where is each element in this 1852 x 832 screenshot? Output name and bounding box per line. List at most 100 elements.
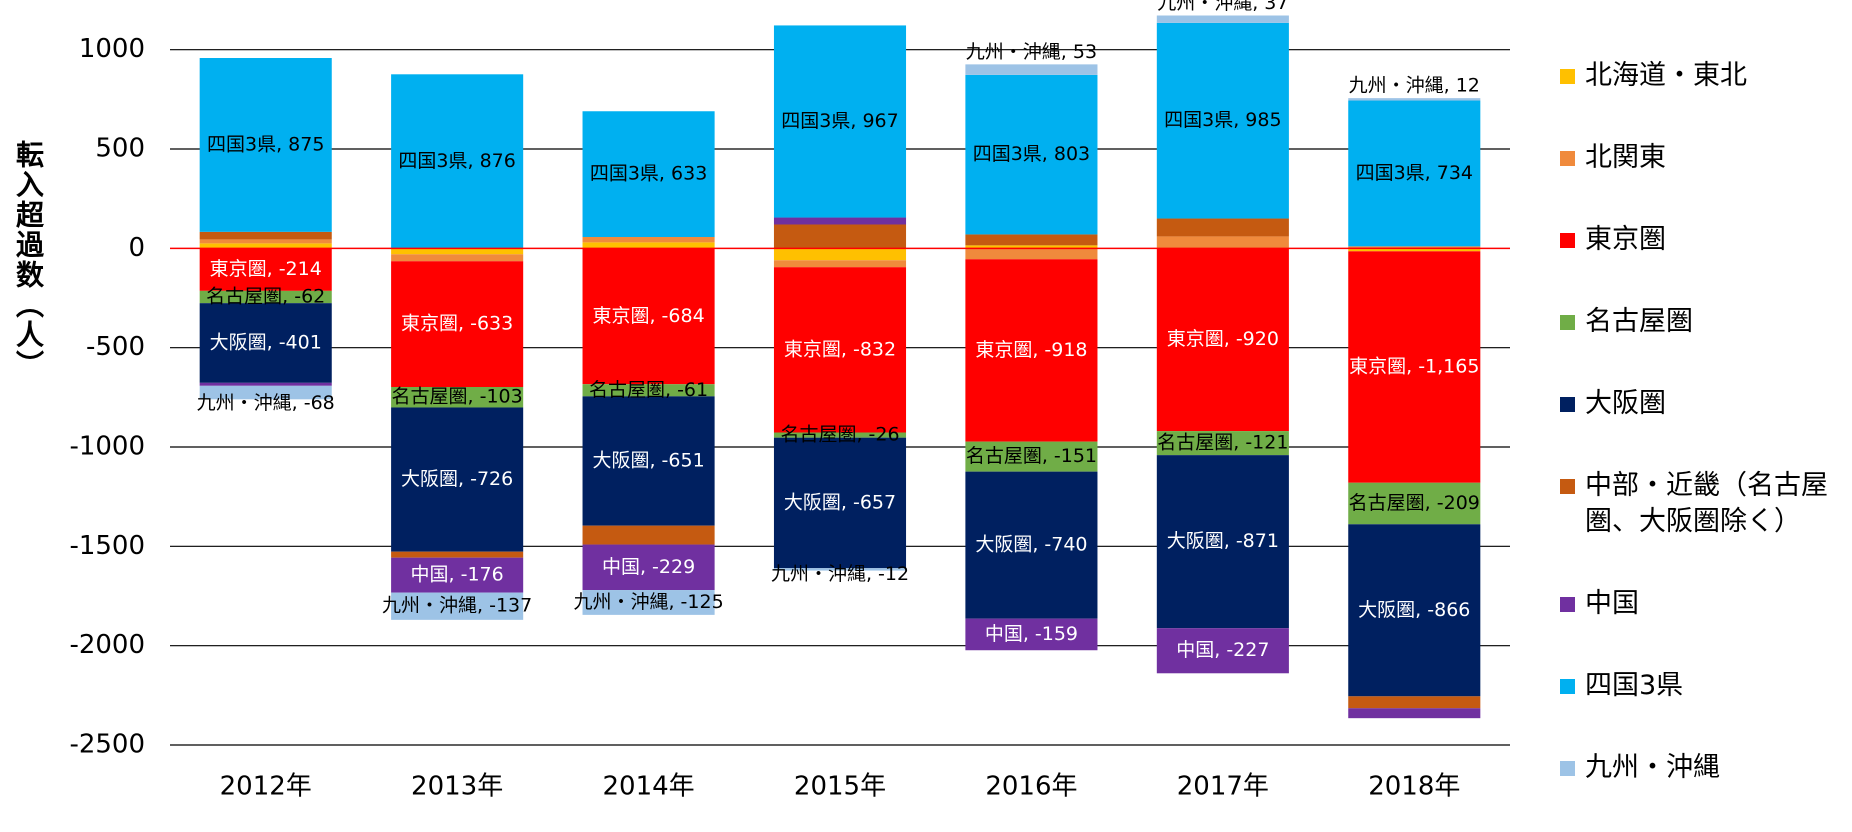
bar-segment — [582, 237, 715, 243]
page: {"chart_data": {"type": "stacked_bar", "… — [12, 0, 1850, 800]
legend-label: 中部・近畿（名古屋圏、大阪圏除く） — [1585, 470, 1828, 537]
bar-segment — [199, 231, 332, 240]
bar-segment — [199, 290, 332, 304]
data-label: 四国3県, 876 — [398, 150, 515, 172]
y-axis-title: 転入超過数（人） — [12, 140, 45, 380]
bar-segment — [582, 590, 715, 615]
y-tick-label: 1000 — [79, 34, 145, 64]
legend-swatch — [1560, 597, 1575, 612]
legend-swatch — [1560, 479, 1575, 494]
bar-segment — [773, 260, 907, 268]
data-label: 名古屋圏, -151 — [966, 445, 1097, 467]
bar-segment — [1348, 524, 1481, 697]
legend-swatch — [1560, 679, 1575, 694]
legend-item: 中部・近畿（名古屋圏、大阪圏除く） — [1560, 468, 1850, 540]
x-tick-label: 2013年 — [411, 772, 503, 800]
data-label: 名古屋圏, -209 — [1349, 492, 1480, 514]
bar-segment — [773, 25, 907, 218]
bar-segment — [391, 592, 524, 620]
bar-segment — [391, 74, 524, 249]
data-label: 名古屋圏, -103 — [392, 386, 523, 408]
y-tick-label: 0 — [128, 233, 145, 263]
x-tick-label: 2018年 — [1368, 772, 1460, 800]
data-label: 大阪圏, -651 — [592, 450, 704, 472]
legend-label: 四国3県 — [1585, 670, 1684, 701]
bar-segment — [965, 245, 1098, 249]
legend-swatch — [1560, 761, 1575, 776]
x-tick-label: 2014年 — [602, 772, 694, 800]
data-label: 大阪圏, -401 — [210, 331, 322, 353]
bar-segment — [582, 384, 715, 397]
x-tick-label: 2012年 — [220, 772, 312, 800]
data-label: 名古屋圏, -61 — [589, 379, 708, 401]
data-label: 中国, -159 — [985, 623, 1078, 645]
legend-item: 名古屋圏 — [1560, 304, 1850, 340]
bar-segment — [1348, 251, 1481, 483]
x-tick-label: 2016年 — [985, 772, 1077, 800]
legend-label: 北海道・東北 — [1585, 60, 1747, 91]
y-tick-label: -2000 — [69, 630, 145, 660]
bar-segment — [965, 248, 1098, 260]
legend-item: 大阪圏 — [1560, 386, 1850, 422]
bar-segment — [1156, 248, 1289, 432]
bar-segment — [773, 432, 907, 438]
data-label: 東京圏, -1,165 — [1349, 356, 1479, 378]
x-tick-label: 2017年 — [1177, 772, 1269, 800]
data-label: 中国, -176 — [411, 564, 504, 586]
data-label: 名古屋圏, -26 — [780, 424, 899, 446]
y-tick-label: -1500 — [69, 531, 145, 561]
bar-segment — [391, 407, 524, 552]
legend-item: 中国 — [1560, 586, 1850, 622]
bar-segment — [1348, 100, 1481, 247]
bar-segment — [773, 248, 907, 261]
data-label: 大阪圏, -657 — [784, 491, 896, 513]
bar-segment — [1348, 246, 1481, 249]
bar-segment — [965, 234, 1098, 246]
data-label: 四国3県, 734 — [1356, 162, 1473, 184]
data-label: 九州・沖縄, 12 — [1349, 75, 1480, 97]
bar-segment — [391, 551, 524, 558]
data-label: 四国3県, 967 — [781, 110, 898, 132]
bar-segment — [773, 437, 907, 569]
bar-segment — [199, 303, 332, 383]
legend-label: 中国 — [1585, 588, 1639, 619]
bar-segment — [773, 217, 907, 225]
bar-segment — [1156, 15, 1289, 23]
bar-segment — [965, 74, 1098, 235]
bars — [199, 15, 1481, 719]
bar-segment — [1156, 455, 1289, 629]
y-tick-label: 500 — [95, 134, 145, 164]
data-label: 四国3県, 875 — [207, 133, 324, 155]
bar-segment — [965, 64, 1098, 75]
bar-segment — [1348, 696, 1481, 709]
bar-segment — [582, 396, 715, 526]
bar-segment — [1156, 236, 1289, 249]
data-label: 大阪圏, -866 — [1358, 599, 1470, 621]
legend-swatch — [1560, 233, 1575, 248]
data-label: 東京圏, -633 — [401, 313, 513, 335]
data-label: 名古屋圏, -121 — [1157, 432, 1288, 454]
bar-segment — [1348, 708, 1481, 719]
bar-segment — [1156, 22, 1289, 219]
labels: 東京圏, -214 名古屋圏, -62 大阪圏, -401 四国3県, 875 九州・沖… — [197, 0, 1480, 661]
legend-item: 四国3県 — [1560, 668, 1850, 704]
data-label: 四国3県, 985 — [1164, 109, 1281, 131]
bar-segment — [199, 248, 332, 291]
legend-label: 大阪圏 — [1585, 388, 1666, 419]
bar-segment — [773, 568, 907, 571]
bar-segment — [199, 385, 332, 400]
bar-segment — [773, 224, 907, 249]
bar-segment — [1348, 98, 1481, 101]
data-label: 東京圏, -214 — [210, 258, 322, 280]
data-label: 中国, -227 — [1176, 639, 1269, 661]
bar-segment — [1348, 248, 1481, 252]
legend-item: 九州・沖縄 — [1560, 750, 1850, 786]
legend-item: 北関東 — [1560, 140, 1850, 176]
bar-segment — [965, 259, 1098, 442]
bar-segment — [391, 261, 524, 388]
data-label: 九州・沖縄, -68 — [197, 392, 335, 414]
data-label: 九州・沖縄, -137 — [382, 595, 532, 617]
bar-segment — [199, 243, 332, 249]
data-label: 東京圏, -684 — [592, 305, 704, 327]
legend-label: 九州・沖縄 — [1585, 752, 1720, 783]
